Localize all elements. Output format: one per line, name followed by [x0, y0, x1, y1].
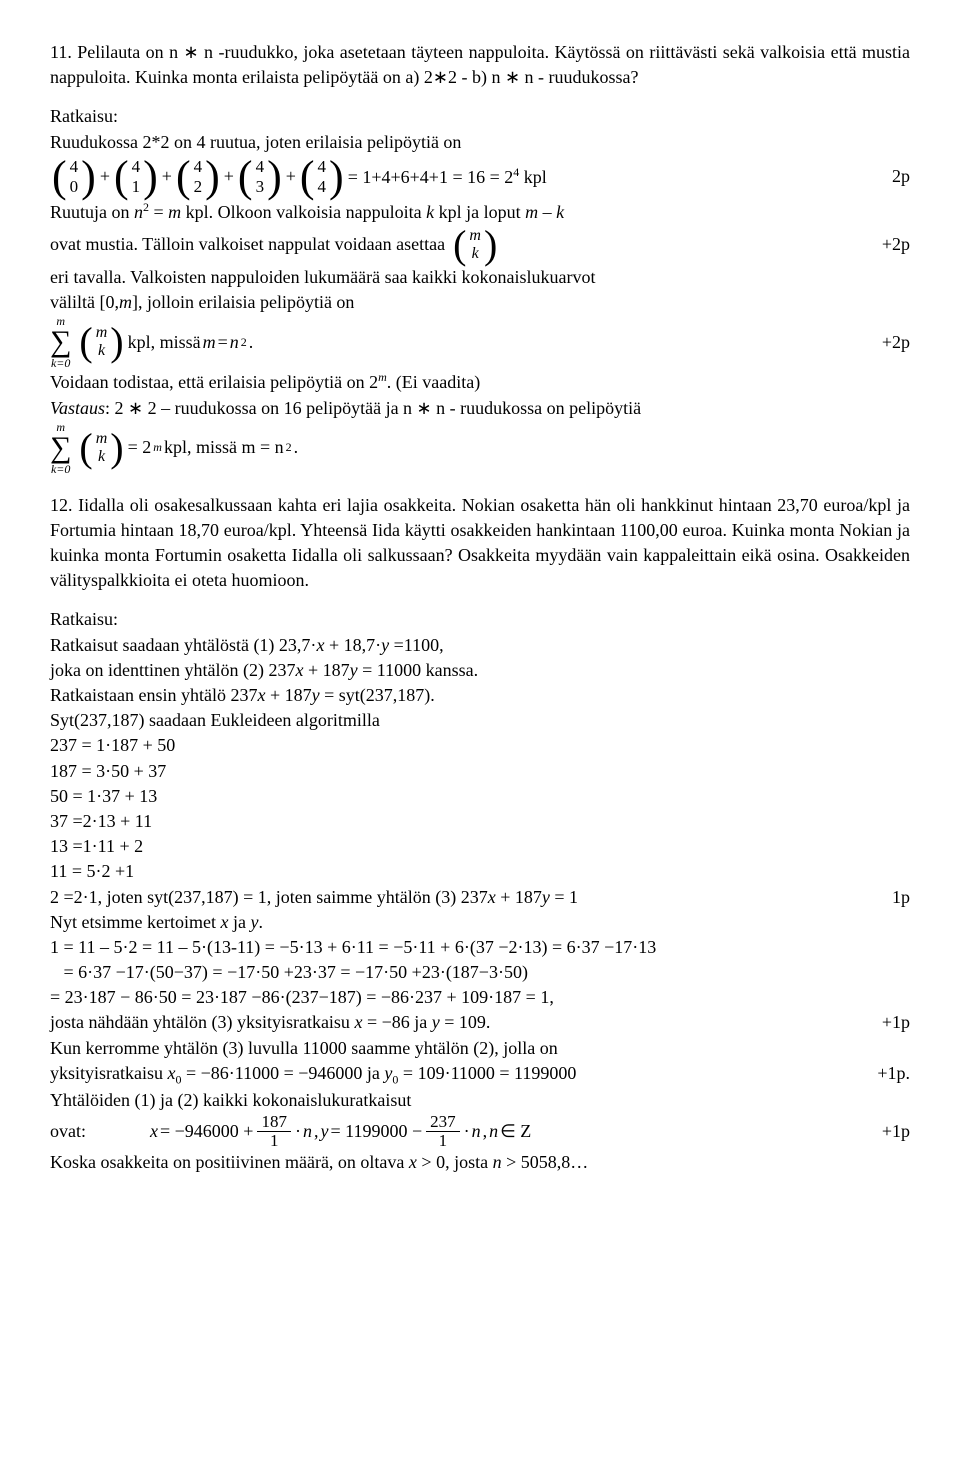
q11: 11. Pelilauta on n ∗ n -ruudukko, joka a… — [50, 42, 910, 87]
q12-e1: 237 = 1·187 + 50 — [50, 733, 910, 758]
q12-ovat-row: ovat: x = −946000 + 1871 · n, y = 119900… — [50, 1113, 910, 1150]
pts-r10: +1p — [882, 1119, 910, 1144]
q11-text: 11. Pelilauta on n ∗ n -ruudukko, joka a… — [50, 40, 910, 90]
frac-237-1: 2371 — [426, 1113, 460, 1150]
eq1: = 1+4+6+4+1 = 16 = 24 kpl — [348, 164, 547, 190]
q12: 12. Iidalla oli osakesalkussaan kahta er… — [50, 495, 910, 591]
q12-last: Koska osakkeita on positiivinen määrä, o… — [50, 1150, 910, 1175]
q12-c1: 1 = 11 – 5·2 = 11 – 5·(13-11) = −5·13 + … — [50, 935, 910, 960]
binom-4-3: (43) — [238, 155, 282, 199]
q12-r9: Yhtälöiden (1) ja (2) kaikki kokonaisluk… — [50, 1088, 910, 1113]
q12-e3: 50 = 1·37 + 13 — [50, 784, 910, 809]
frac-187-1: 1871 — [257, 1113, 291, 1150]
binom-4-4: (44) — [300, 155, 344, 199]
q12-r5: Nyt etsimme kertoimet x ja y. — [50, 910, 910, 935]
q12-text: 12. Iidalla oli osakesalkussaan kahta er… — [50, 493, 910, 594]
q11-l2: Ruutuja on n2 = m kpl. Olkoon valkoisia … — [50, 199, 910, 225]
q12-c2: = 6·37 −17·(50−37) = −17·50 +23·37 = −17… — [50, 960, 910, 985]
q11-sum2: m ∑ k=0 (mk) = 2m kpl, missä m = n2. — [50, 421, 910, 475]
binom-4-0: (40) — [52, 155, 96, 199]
q11-l4: eri tavalla. Valkoisten nappuloiden luku… — [50, 265, 910, 290]
q12-r6: josta nähdään yhtälön (3) yksityisratkai… — [50, 1010, 910, 1035]
q12-r8: yksityisratkaisu x0 = −86·11000 = −94600… — [50, 1061, 910, 1088]
pts3: +2p — [882, 330, 910, 355]
q12-e5: 13 =1·11 + 2 — [50, 834, 910, 859]
binom-4-1: (41) — [114, 155, 158, 199]
sum-icon-2: m ∑ k=0 — [50, 421, 71, 475]
pts1: 2p — [892, 164, 910, 189]
q12-e7: 2 =2·1, joten syt(237,187) = 1, joten sa… — [50, 885, 910, 910]
q11-l3-row: ovat mustia. Tälloin valkoiset nappulat … — [50, 225, 910, 265]
q12-e6: 11 = 5·2 +1 — [50, 859, 910, 884]
q11-l5: väliltä [0,m], jolloin erilaisia pelipöy… — [50, 290, 910, 315]
q12-ratkaisu: Ratkaisu: — [50, 607, 910, 632]
binom-m-k-2: (mk) — [79, 322, 123, 362]
q11-vastaus: Vastaus: 2 ∗ 2 – ruudukossa on 16 pelipö… — [50, 396, 910, 421]
q12-r1: Ratkaisut saadaan yhtälöstä (1) 23,7·x +… — [50, 633, 910, 658]
q11-sum1: m ∑ k=0 (mk) kpl, missä m = n2. +2p — [50, 315, 910, 369]
binom-4-2: (42) — [176, 155, 220, 199]
pts-r6: +1p — [882, 1010, 910, 1035]
binom-m-k: (mk) — [453, 225, 497, 265]
q11-l7: Voidaan todistaa, että erilaisia pelipöy… — [50, 369, 910, 395]
q12-e2: 187 = 3·50 + 37 — [50, 759, 910, 784]
sum-icon: m ∑ k=0 — [50, 315, 71, 369]
q12-r4: Syt(237,187) saadaan Eukleideen algoritm… — [50, 708, 910, 733]
pts-r8: +1p. — [877, 1061, 910, 1086]
q12-r7: Kun kerromme yhtälön (3) luvulla 11000 s… — [50, 1036, 910, 1061]
binom-m-k-3: (mk) — [79, 428, 123, 468]
q12-e4: 37 =2·13 + 11 — [50, 809, 910, 834]
q12-c3: = 23·187 − 86·50 = 23·187 −86·(237−187) … — [50, 985, 910, 1010]
q11-l1: Ruudukossa 2*2 on 4 ruutua, joten erilai… — [50, 130, 910, 155]
q11-ratkaisu: Ratkaisu: — [50, 104, 910, 129]
pts2: +2p — [882, 232, 910, 257]
q12-r3: Ratkaistaan ensin yhtälö 237x + 187y = s… — [50, 683, 910, 708]
q11-binom-row: (40) + (41) + (42) + (43) + (44) = 1+4+6… — [50, 155, 910, 199]
pts-e7: 1p — [892, 885, 910, 910]
q12-r2: joka on identtinen yhtälön (2) 237x + 18… — [50, 658, 910, 683]
